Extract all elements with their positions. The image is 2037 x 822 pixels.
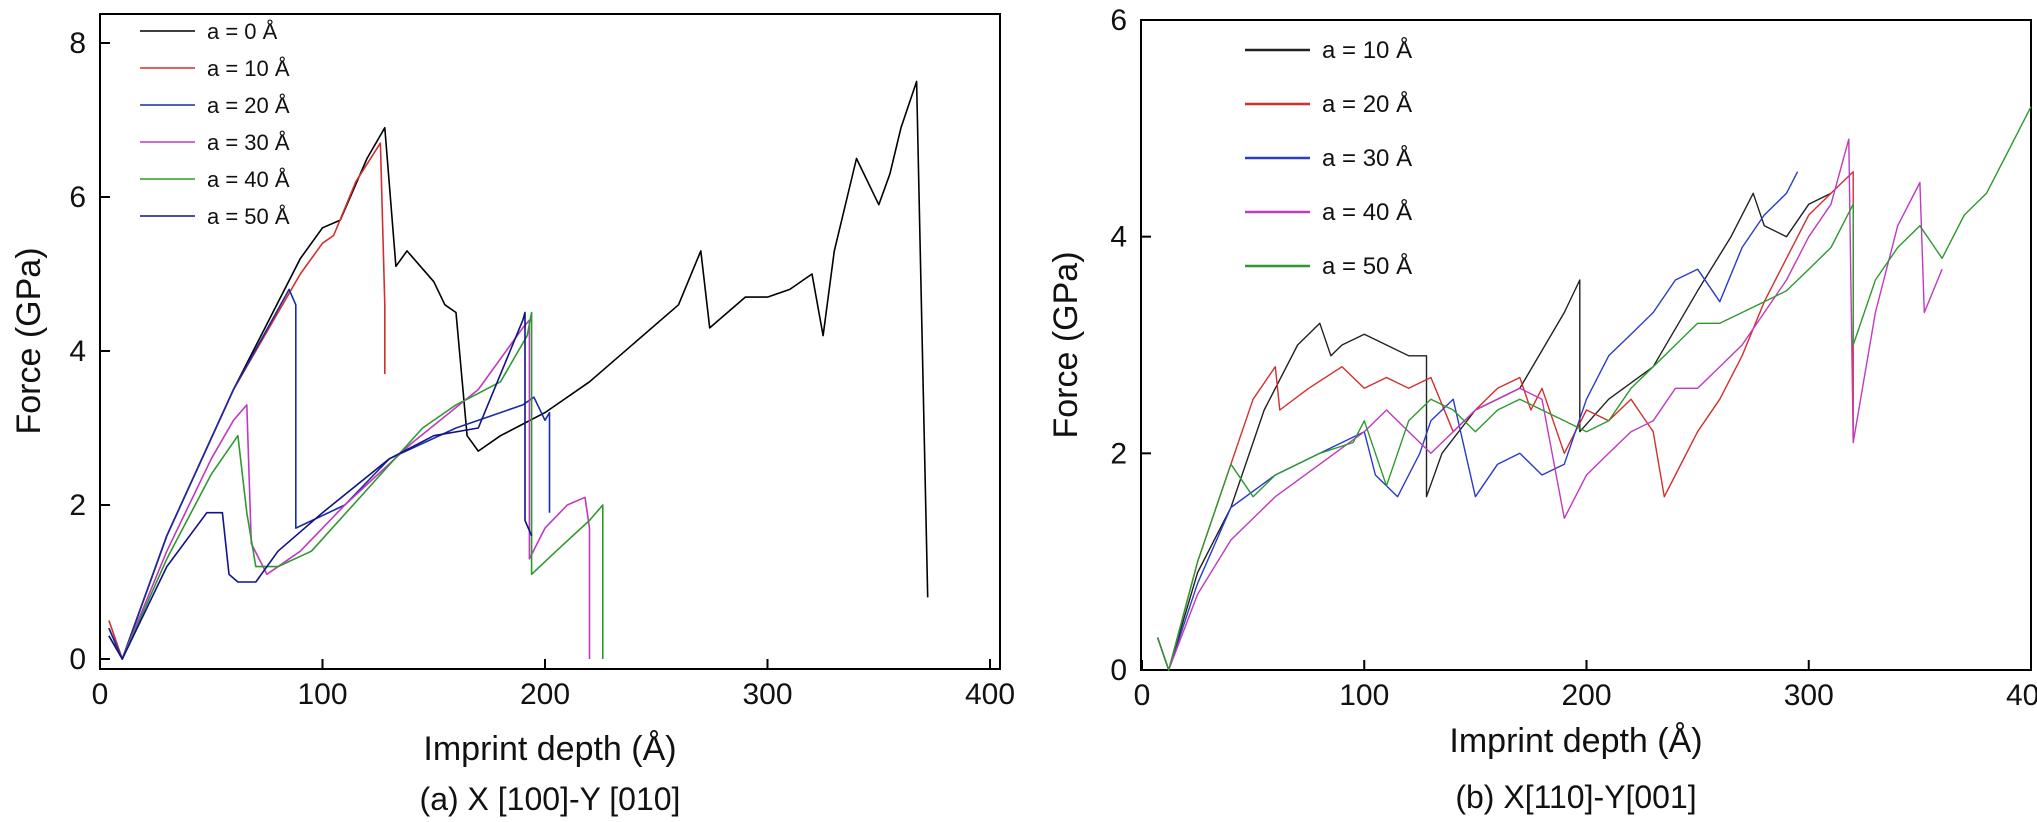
y-tick-label-a: 0 — [69, 643, 86, 676]
y-tick-label-b: 6 — [1110, 4, 1127, 37]
y-tick-label-b: 2 — [1110, 437, 1127, 470]
series-line-b-4 — [1156, 106, 2032, 671]
series-line-b-2 — [1156, 171, 1799, 671]
legend-label-a-1: a = 10 Å — [207, 56, 290, 81]
x-tick-label-a: 100 — [297, 678, 347, 711]
caption-a: (a) X [100]-Y [010] — [420, 781, 681, 817]
legend-b: a = 10 Å a = 20 Å a = 30 Å a = 40 Å a = 50 Å — [1245, 36, 1412, 280]
x-tick-label-a: 200 — [520, 678, 570, 711]
x-axis-title-a: Imprint depth (Å) — [423, 730, 676, 768]
x-tick-label-a: 0 — [92, 678, 109, 711]
legend-label-b-4: a = 50 Å — [1322, 252, 1412, 280]
y-axis-title-a: Force (GPa) — [10, 247, 48, 434]
legend-label-a-3: a = 30 Å — [207, 130, 290, 155]
panel-b-force-vs-depth-110-001: 0 100 200 300 400 0 2 4 6 Imprint depth (Å) For… — [1047, 4, 2037, 815]
series-line-a-4 — [108, 311, 604, 660]
x-tick-label-b: 200 — [1561, 679, 1611, 712]
y-ticks-a: 0 2 4 6 8 — [69, 27, 110, 676]
x-tick-label-b: 100 — [1339, 679, 1389, 712]
legend-label-b-1: a = 20 Å — [1322, 90, 1412, 118]
y-tick-label-a: 8 — [69, 27, 86, 60]
legend-label-b-3: a = 40 Å — [1322, 198, 1412, 226]
legend-label-a-0: a = 0 Å — [207, 19, 278, 44]
y-tick-label-a: 4 — [69, 335, 86, 368]
x-tick-label-b: 300 — [1784, 679, 1834, 712]
series-line-a-0 — [108, 80, 929, 660]
y-axis-title-b: Force (GPa) — [1047, 251, 1085, 438]
y-tick-label-b: 4 — [1110, 221, 1127, 254]
legend-label-b-2: a = 30 Å — [1322, 144, 1412, 172]
series-line-b-3 — [1156, 138, 1943, 671]
legend-a: a = 0 Å a = 10 Å a = 20 Å a = 30 Å a = 40 Å a… — [140, 19, 290, 229]
x-axis-title-b: Imprint depth (Å) — [1449, 722, 1702, 760]
x-tick-label-a: 300 — [742, 678, 792, 711]
panel-a-force-vs-depth-100-010: 0 100 200 300 400 0 2 4 6 8 Imprint depth (Å) Fo… — [10, 13, 1015, 817]
y-ticks-b: 0 2 4 6 — [1110, 4, 1151, 687]
x-ticks-a: 0 100 200 300 400 — [92, 659, 1015, 711]
plot-frame-a — [99, 13, 1001, 670]
series-line-a-5 — [108, 311, 533, 660]
x-tick-label-b: 400 — [2006, 679, 2037, 712]
legend-label-b-0: a = 10 Å — [1322, 36, 1412, 64]
x-tick-label-a: 400 — [965, 678, 1015, 711]
legend-label-a-4: a = 40 Å — [207, 167, 290, 192]
x-ticks-b: 0 100 200 300 400 — [1134, 660, 2037, 712]
series-line-b-1 — [1156, 170, 1854, 671]
legend-label-a-2: a = 20 Å — [207, 93, 290, 118]
series-group-b — [1156, 106, 2032, 671]
series-line-a-2 — [108, 288, 551, 660]
series-group-a — [108, 80, 929, 660]
y-tick-label-a: 2 — [69, 489, 86, 522]
y-tick-label-a: 6 — [69, 181, 86, 214]
y-tick-label-b: 0 — [1110, 654, 1127, 687]
series-line-b-0 — [1156, 192, 1832, 671]
caption-b: (b) X[110]-Y[001] — [1455, 779, 1696, 815]
plot-frame-b — [1140, 19, 2032, 671]
x-tick-label-b: 0 — [1134, 679, 1151, 712]
legend-label-a-5: a = 50 Å — [207, 204, 290, 229]
series-line-a-3 — [108, 319, 591, 660]
